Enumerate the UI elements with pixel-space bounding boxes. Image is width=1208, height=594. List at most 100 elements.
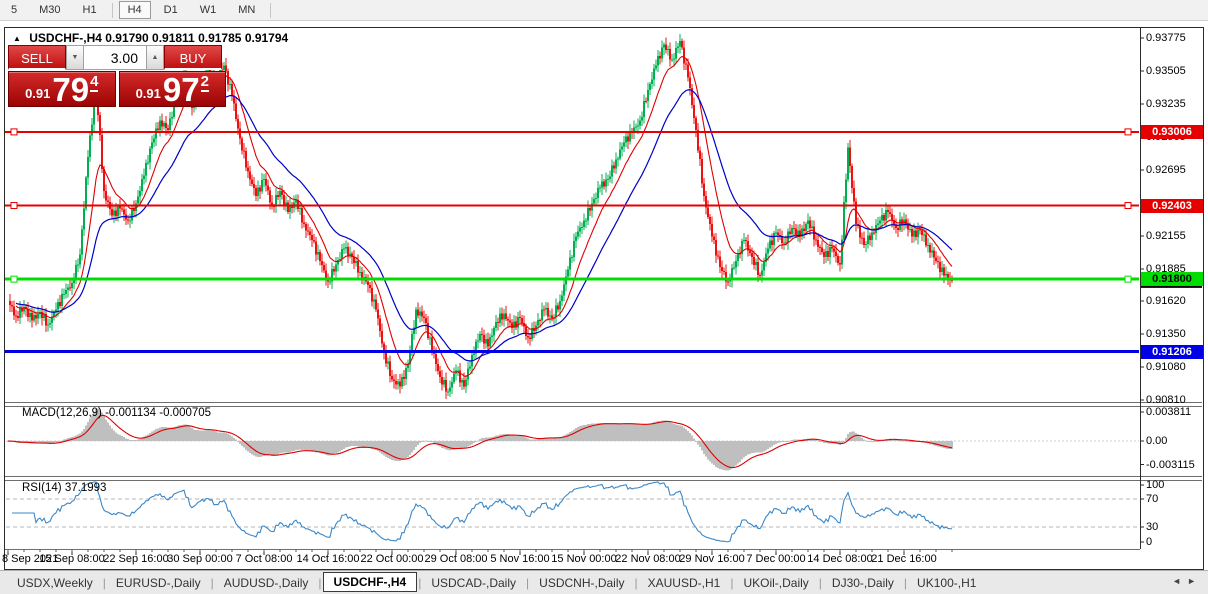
volume-input[interactable] xyxy=(84,45,146,70)
tab-scroll-buttons: ◄► xyxy=(1172,576,1202,586)
price-axis-label: 0.93775 xyxy=(1146,32,1186,44)
chart-tab-dj30-[interactable]: DJ30-,Daily xyxy=(831,576,894,590)
collapse-panel-icon[interactable]: ▲ xyxy=(13,34,21,43)
volume-decrease-button[interactable]: ▼ xyxy=(66,45,84,70)
macd-value-main: -0.001134 xyxy=(105,407,157,419)
sell-price-big: 79 xyxy=(52,71,90,108)
rsi-axis-label: 100 xyxy=(1146,479,1165,491)
rsi-value: 37.1993 xyxy=(64,482,107,494)
macd-value-signal: -0.000705 xyxy=(159,407,212,419)
toolbar-divider xyxy=(111,2,113,18)
timeframe-button-w1[interactable]: W1 xyxy=(199,4,217,16)
chart-window[interactable] xyxy=(4,27,1204,570)
sell-button[interactable]: SELL xyxy=(8,45,66,70)
buy-button[interactable]: BUY xyxy=(164,45,222,70)
volume-increase-button[interactable]: ▲ xyxy=(146,45,164,70)
price-axis-label: 0.93235 xyxy=(1146,97,1186,110)
price-level-tag-0.91800: 0.91800 xyxy=(1141,272,1203,287)
price-axis-label: 0.91350 xyxy=(1146,328,1186,341)
chart-tab-audusd-[interactable]: AUDUSD-,Daily xyxy=(223,576,309,590)
ohlc-high: 0.91811 xyxy=(152,31,195,45)
timeframe-button-m30[interactable]: M30 xyxy=(39,4,61,16)
spin-up-icon: ▲ xyxy=(151,54,159,61)
toolbar-divider xyxy=(270,2,272,18)
tab-separator: | xyxy=(210,576,214,590)
timeframe-button-h4[interactable]: H4 xyxy=(118,1,151,19)
chart-tab-ukoil-[interactable]: UKOil-,Daily xyxy=(743,576,809,590)
chart-tab-usdcad-[interactable]: USDCAD-,Daily xyxy=(431,576,517,590)
price-axis-line xyxy=(1140,28,1141,549)
chart-tab-uk100-[interactable]: UK100-,H1 xyxy=(917,576,977,590)
price-axis-label: 0.93505 xyxy=(1146,64,1186,77)
chart-tab-eurusd-[interactable]: EURUSD-,Daily xyxy=(115,576,201,590)
rsi-axis-label: 70 xyxy=(1146,493,1159,505)
date-axis-label: 14 Oct 16:00 xyxy=(296,553,360,565)
rsi-label: RSI(14) 37.1993 xyxy=(22,482,107,494)
date-axis-label: 14 Dec 08:00 xyxy=(807,553,873,565)
date-axis-label: 22 Sep 16:00 xyxy=(103,553,169,565)
tab-scroll-left-icon[interactable]: ◄ xyxy=(1172,576,1188,586)
ohlc-open: 0.91790 xyxy=(105,31,149,45)
timeframe-button-d1[interactable]: D1 xyxy=(163,4,178,16)
ohlc-low: 0.91785 xyxy=(198,31,242,45)
timeframe-button-mn[interactable]: MN xyxy=(238,4,256,16)
buy-price-tile[interactable]: 0.91 97 2 xyxy=(118,71,226,108)
chart-tab-usdchf-[interactable]: USDCHF-,H4 xyxy=(322,572,418,592)
chart-title: ▲ USDCHF-,H4 0.91790 0.91811 0.91785 0.9… xyxy=(13,31,288,45)
date-axis-label: 22 Oct 00:00 xyxy=(360,553,424,565)
price-axis-label: 0.91885 xyxy=(1146,262,1186,275)
buy-price-pip: 2 xyxy=(200,73,209,92)
price-level-tag-0.93006: 0.93006 xyxy=(1141,124,1203,139)
tab-separator: | xyxy=(903,576,908,590)
pane-separator-rsi[interactable] xyxy=(5,476,1202,481)
price-axis-label: 0.92695 xyxy=(1146,163,1186,176)
tab-separator: | xyxy=(818,576,822,590)
macd-axis-label: -0.003115 xyxy=(1146,458,1195,471)
chart-tab-usdx[interactable]: USDX,Weekly xyxy=(17,576,93,590)
price-axis-label: 0.92155 xyxy=(1146,229,1186,242)
timeframe-button-5[interactable]: 5 xyxy=(11,4,18,16)
date-axis-label: 5 Nov 16:00 xyxy=(490,553,550,565)
date-axis-label: 15 Sep 08:00 xyxy=(39,553,105,565)
tab-separator: | xyxy=(526,576,530,590)
tab-separator: | xyxy=(102,576,106,590)
date-axis-label: 7 Dec 00:00 xyxy=(746,553,806,565)
rsi-pane-bottom-border xyxy=(5,549,1140,550)
date-axis-label: 7 Oct 08:00 xyxy=(235,553,293,565)
macd-label: MACD(12,26,9) -0.001134 -0.000705 xyxy=(22,407,212,419)
sell-price-prefix: 0.91 xyxy=(25,86,51,101)
chart-tab-usdcnh-[interactable]: USDCNH-,Daily xyxy=(539,576,625,590)
price-level-tag-0.91206: 0.91206 xyxy=(1141,344,1203,359)
chart-tab-bar: USDX,Weekly | EURUSD-,Daily | AUDUSD-,Daily |… xyxy=(0,570,1208,594)
sell-price-tile[interactable]: 0.91 79 4 xyxy=(8,71,116,107)
tab-separator: | xyxy=(318,576,322,590)
rsi-axis-label: 30 xyxy=(1146,521,1159,533)
ohlc-close: 0.91794 xyxy=(244,31,289,45)
chart-tab-xauusd-[interactable]: XAUUSD-,H1 xyxy=(647,576,721,590)
macd-axis-label: 0.00 xyxy=(1146,435,1168,447)
date-axis-label: 30 Sep 00:00 xyxy=(167,553,233,565)
spin-down-icon: ▼ xyxy=(71,54,79,61)
timeframe-bar: 5 M30 H1 H4 D1 W1 MN xyxy=(0,0,1208,21)
rsi-axis-label: 0 xyxy=(1146,536,1153,548)
timeframe-button-h1[interactable]: H1 xyxy=(82,4,97,16)
sell-price-pip: 4 xyxy=(90,73,99,92)
date-axis-label: 29 Nov 16:00 xyxy=(679,553,745,565)
tab-scroll-right-icon[interactable]: ► xyxy=(1187,576,1202,586)
date-axis-label: 22 Nov 08:00 xyxy=(615,553,681,565)
tab-separator: | xyxy=(418,576,422,590)
price-axis-label: 0.90810 xyxy=(1146,394,1186,406)
chart-symbol: USDCHF-,H4 xyxy=(29,31,102,45)
buy-price-prefix: 0.91 xyxy=(135,86,161,101)
price-axis-label: 0.91080 xyxy=(1146,361,1186,374)
price-level-tag-0.92403: 0.92403 xyxy=(1141,198,1203,213)
tab-separator: | xyxy=(730,576,734,590)
buy-price-big: 97 xyxy=(162,71,200,108)
macd-axis-label: 0.003811 xyxy=(1146,406,1192,418)
date-axis-label: 15 Nov 00:00 xyxy=(551,553,617,565)
pane-separator-macd[interactable] xyxy=(5,402,1202,407)
date-axis-label: 21 Dec 16:00 xyxy=(871,553,937,565)
date-axis-label: 8 Sep 2021 xyxy=(2,553,59,565)
date-axis-label: 29 Oct 08:00 xyxy=(424,553,488,565)
